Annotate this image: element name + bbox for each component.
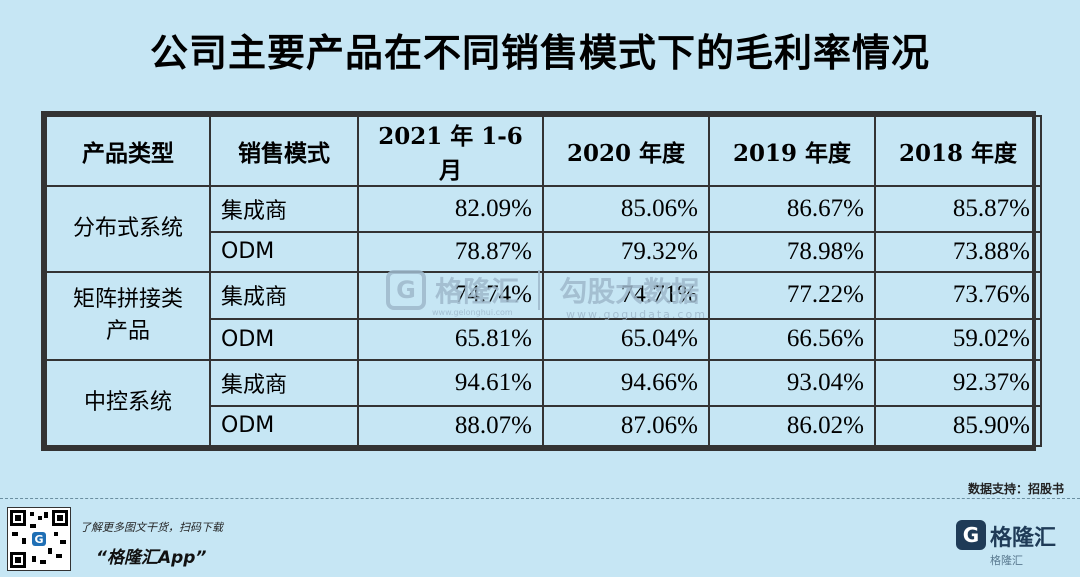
watermark-partner: 勾股大数据	[559, 275, 700, 308]
sales-mode-cell: ODM	[209, 317, 359, 362]
value-cell: 59.02%	[874, 317, 1042, 362]
value-cell: 85.87%	[874, 185, 1042, 233]
margin-table: 产品类型 销售模式 2021 年 1-6 月 2020 年度 2019 年度 2…	[41, 111, 1042, 451]
value-cell: 78.87%	[357, 230, 544, 273]
value-cell: 73.76%	[874, 270, 1042, 320]
value-cell: 66.56%	[708, 317, 876, 362]
sales-mode-cell: 集成商	[209, 270, 359, 320]
app-name: “格隆汇App”	[96, 548, 207, 568]
value-cell: 74.71%	[542, 270, 710, 320]
header-2021h1: 2021 年 1-6 月	[357, 115, 544, 187]
gelonghui-logo-icon: G	[386, 270, 426, 310]
table-row: 中控系统 集成商 94.61% 94.66% 93.04% 92.37%	[45, 359, 1042, 447]
sales-mode-cell: ODM	[209, 404, 359, 448]
value-cell: 86.02%	[708, 404, 876, 448]
value-cell: 86.67%	[708, 185, 876, 233]
table-row: ODM 78.87% 79.32% 78.98% 73.88%	[46, 230, 1042, 273]
sales-mode-cell: 集成商	[209, 359, 359, 407]
sales-mode-cell: 集成商	[209, 185, 359, 233]
footer-divider	[0, 498, 1080, 499]
header-2020: 2020 年度	[542, 115, 710, 187]
brand-name: 格隆汇	[990, 526, 1057, 551]
svg-text:G: G	[34, 533, 43, 546]
sales-mode-cell: ODM	[209, 230, 359, 273]
value-cell: 79.32%	[542, 230, 710, 273]
watermark-partner-url: www.gogudata.com	[566, 308, 707, 321]
category-cell: 分布式系统	[45, 185, 211, 273]
value-cell: 85.06%	[542, 185, 710, 233]
category-cell: 矩阵拼接类 产品	[45, 270, 211, 362]
table-row: ODM 88.07% 87.06% 86.02% 85.90%	[46, 404, 1042, 448]
value-cell: 78.98%	[708, 230, 876, 273]
brand-logo: G 格隆汇 格隆汇	[956, 520, 1066, 570]
watermark-brand: 格隆汇	[435, 275, 520, 308]
category-line: 矩阵拼接类	[72, 287, 183, 313]
category-line: 产品	[105, 318, 150, 344]
value-cell: 94.61%	[357, 359, 544, 407]
page-title: 公司主要产品在不同销售模式下的毛利率情况	[149, 31, 930, 75]
header-product-type: 产品类型	[45, 115, 211, 187]
watermark: G 格隆汇 www.gelonghui.com 勾股大数据 www.goguda…	[386, 270, 705, 321]
header-sales-mode: 销售模式	[209, 115, 359, 187]
value-cell: 93.04%	[708, 359, 876, 407]
value-cell: 65.04%	[542, 317, 710, 362]
watermark-brand-url: www.gelonghui.com	[432, 308, 513, 317]
value-cell: 85.90%	[874, 404, 1042, 448]
value-cell: 73.88%	[874, 230, 1042, 273]
watermark-divider	[538, 270, 541, 310]
value-cell: 92.37%	[874, 359, 1042, 407]
value-cell: 88.07%	[357, 404, 544, 448]
header-2018: 2018 年度	[874, 115, 1042, 187]
brand-g-icon: G	[956, 520, 986, 550]
value-cell: 82.09%	[357, 185, 544, 233]
brand-subtext: 格隆汇	[990, 554, 1023, 567]
table-row: ODM 65.81% 65.04% 66.56% 59.02%	[46, 317, 1042, 362]
category-cell: 中控系统	[45, 359, 211, 447]
source-note: 数据支持：招股书	[967, 482, 1064, 496]
value-cell: 94.66%	[542, 359, 710, 407]
value-cell: 65.81%	[357, 317, 544, 362]
header-2019: 2019 年度	[708, 115, 876, 187]
table-header-row: 产品类型 销售模式 2021 年 1-6 月 2020 年度 2019 年度 2…	[45, 115, 1042, 187]
qr-code-icon[interactable]: G	[7, 507, 71, 571]
promo-text: 了解更多图文干货，扫码下载	[80, 521, 223, 534]
table-row: 分布式系统 集成商 82.09% 85.06% 86.67% 85.87%	[45, 185, 1042, 273]
table-row: 矩阵拼接类 产品 集成商 74.74% 74.71% 77.22% 73.76%	[45, 270, 1042, 362]
value-cell: 87.06%	[542, 404, 710, 448]
value-cell: 77.22%	[708, 270, 876, 320]
